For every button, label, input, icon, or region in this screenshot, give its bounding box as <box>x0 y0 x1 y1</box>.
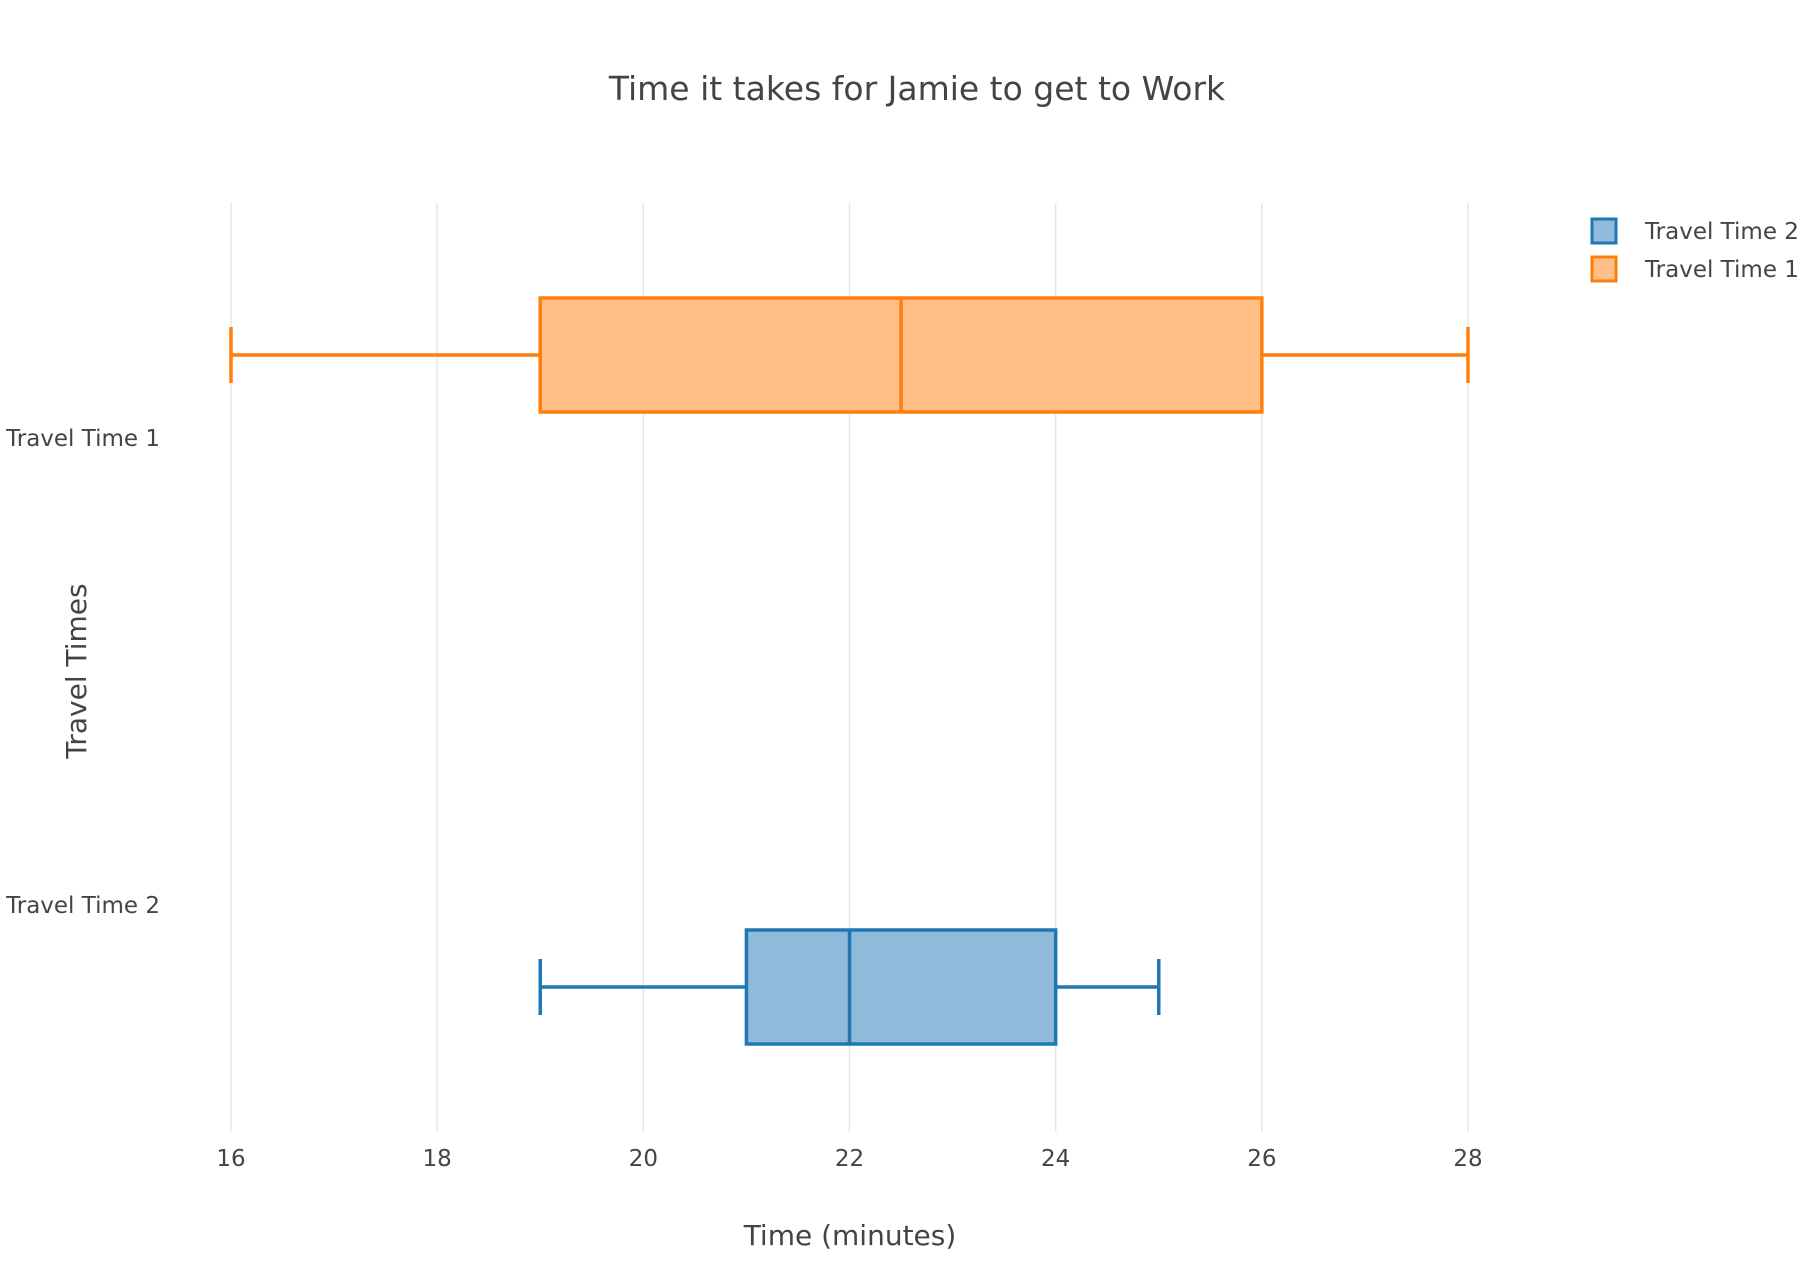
x-tick-label: 18 <box>423 1146 452 1172</box>
y-category-labels: Travel Time 1 Travel Time 2 <box>5 426 160 919</box>
y-category-label: Travel Time 2 <box>5 893 160 919</box>
x-tick-label: 28 <box>1453 1146 1482 1172</box>
legend-label: Travel Time 2 <box>1644 219 1799 245</box>
iqr-box <box>744 928 1058 1046</box>
legend-swatch <box>1590 217 1618 245</box>
legend-item[interactable]: Travel Time 1 <box>1590 255 1799 283</box>
legend[interactable]: Travel Time 2 Travel Time 1 <box>1590 217 1799 283</box>
legend-swatch <box>1590 255 1618 283</box>
x-tick-label: 16 <box>216 1146 245 1172</box>
x-tick-label: 22 <box>835 1146 864 1172</box>
legend-label: Travel Time 1 <box>1644 257 1799 283</box>
x-tick-labels: 16 18 20 22 24 26 28 <box>216 1146 1482 1172</box>
box-series <box>229 296 1470 1046</box>
x-axis-title: Time (minutes) <box>743 1219 957 1252</box>
box-1 <box>229 296 1470 414</box>
chart-title: Time it takes for Jamie to get to Work <box>608 69 1226 108</box>
y-category-label: Travel Time 1 <box>5 426 160 452</box>
x-tick-label: 24 <box>1041 1146 1070 1172</box>
x-tick-label: 20 <box>629 1146 658 1172</box>
y-axis-title: Travel Times <box>60 583 93 759</box>
legend-item[interactable]: Travel Time 2 <box>1590 217 1799 245</box>
box-2 <box>538 928 1161 1046</box>
x-tick-label: 26 <box>1247 1146 1276 1172</box>
